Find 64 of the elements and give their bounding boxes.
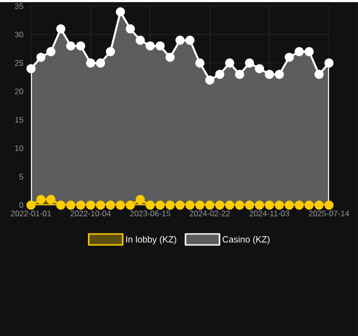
point <box>116 7 125 16</box>
point <box>136 36 145 45</box>
legend-label: Casino (KZ) <box>222 236 270 244</box>
point <box>284 200 294 210</box>
point <box>274 70 284 79</box>
point <box>46 194 56 204</box>
point <box>126 24 135 34</box>
point <box>175 200 185 210</box>
point <box>106 46 116 56</box>
point <box>175 36 185 45</box>
point <box>165 52 175 62</box>
point <box>56 24 66 34</box>
point <box>116 200 125 210</box>
point <box>324 58 334 68</box>
point <box>274 200 284 210</box>
point <box>126 200 135 210</box>
point <box>165 200 175 210</box>
point <box>215 200 224 210</box>
legend-label: In lobby (KZ) <box>126 236 176 244</box>
point <box>304 46 314 56</box>
point <box>215 70 224 79</box>
point <box>86 200 96 210</box>
point <box>225 58 234 68</box>
point <box>264 70 274 79</box>
point <box>156 200 165 210</box>
point <box>66 41 76 50</box>
point <box>284 52 294 62</box>
point <box>294 46 304 56</box>
point <box>254 200 264 210</box>
point <box>156 41 165 50</box>
point <box>26 64 36 74</box>
point <box>254 64 264 74</box>
point <box>225 200 234 210</box>
point <box>36 52 46 62</box>
point <box>76 41 86 50</box>
point <box>146 200 155 210</box>
point <box>96 58 106 68</box>
point <box>185 200 195 210</box>
point <box>264 200 274 210</box>
point <box>195 58 204 68</box>
point <box>244 200 254 210</box>
point <box>314 70 324 79</box>
point <box>76 200 86 210</box>
point <box>324 200 334 210</box>
point <box>244 58 254 68</box>
point <box>46 46 56 56</box>
point <box>136 194 145 204</box>
point <box>106 200 116 210</box>
point <box>294 200 304 210</box>
point <box>56 200 66 210</box>
point <box>235 200 244 210</box>
point <box>66 200 76 210</box>
point <box>96 200 106 210</box>
point <box>36 194 46 204</box>
point <box>304 200 314 210</box>
point <box>205 75 214 85</box>
point <box>86 58 96 68</box>
point <box>185 36 195 45</box>
point <box>146 41 155 50</box>
point <box>205 200 214 210</box>
point <box>26 200 36 210</box>
point <box>195 200 204 210</box>
point <box>235 70 244 79</box>
point <box>314 200 324 210</box>
